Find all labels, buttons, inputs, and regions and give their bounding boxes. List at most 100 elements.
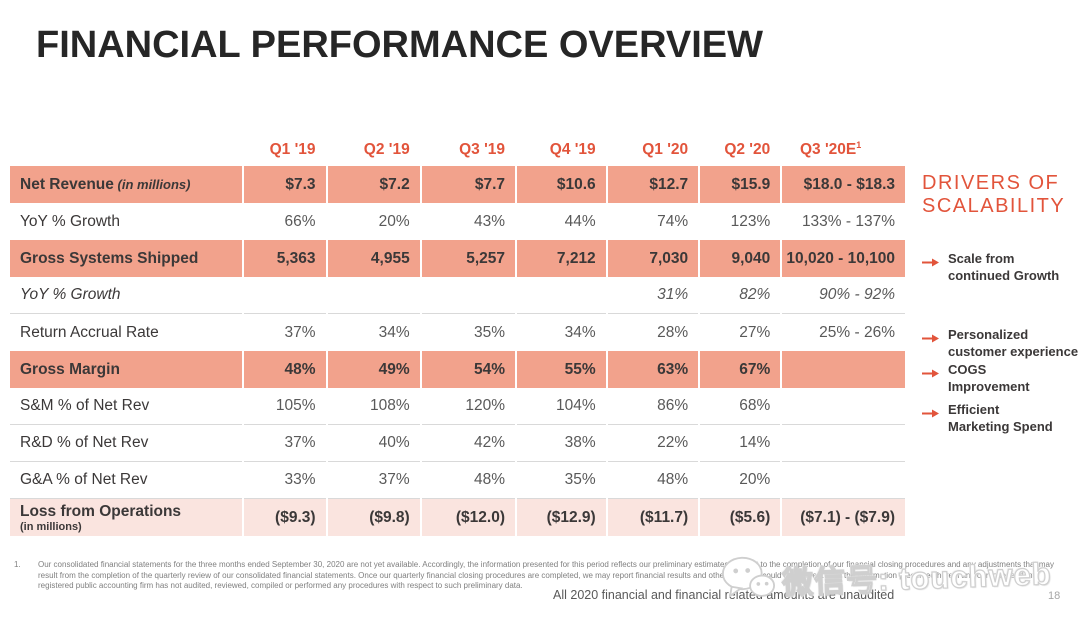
driver-item: COGS Improvement [922, 362, 1080, 395]
cell-value: 9,040 [700, 240, 781, 277]
row-label: Net Revenue (in millions) [10, 166, 242, 203]
row-label: R&D % of Net Rev [10, 425, 242, 462]
driver-item-line: Marketing Spend [948, 418, 1053, 434]
cell-value: 74% [657, 212, 689, 230]
driver-item-line: Efficient [948, 402, 1000, 417]
cell-value: 5,257 [421, 240, 516, 277]
table-row: Return Accrual Rate 37% 34% 35% 34% 28% 27% 25%… [10, 314, 905, 351]
cell-value: 67% [700, 351, 781, 388]
cell-value [243, 277, 326, 314]
cell-value: ($12.9) [517, 499, 606, 536]
cell-value: $15.9 [700, 166, 781, 203]
row-label: Gross Margin [10, 351, 242, 388]
cell-value: 90% - 92% [782, 277, 905, 314]
cell-value [517, 277, 606, 314]
column-header: Q2 '19 [363, 141, 410, 158]
row-label: YoY % Growth [20, 212, 120, 230]
cell-value: ($12.0) [421, 499, 516, 536]
row-label: YoY % Growth [10, 277, 242, 314]
column-header: Q2 '20 [724, 141, 771, 158]
cell-value: ($7.1) - ($7.9) [782, 499, 905, 536]
table-row: YoY % Growth 66% 20% 43% 44% 74% 123% 133% - 13… [10, 203, 905, 240]
cell-value: 105% [243, 388, 326, 425]
cell-value: 37% [284, 323, 316, 341]
cell-value: ($9.8) [327, 499, 420, 536]
cell-value: 27% [739, 323, 771, 341]
cell-value: 42% [421, 425, 516, 462]
table-header: Q1 '19 Q2 '19 Q3 '19 Q4 '19 Q1 '20 Q2 '20 Q3 '… [10, 136, 905, 166]
column-header: Q3 '20E1 [799, 139, 862, 158]
driver-item-line: continued Growth [948, 267, 1060, 283]
arrow-right-icon [922, 366, 940, 383]
cell-value: 40% [327, 425, 420, 462]
arrow-right-icon [922, 406, 940, 423]
driver-item-line: COGS [948, 362, 987, 377]
cell-value: 7,212 [517, 240, 606, 277]
driver-item-line: Personalized [948, 327, 1029, 342]
row-label-note: (in millions) [20, 520, 82, 533]
cell-value: 20% [378, 212, 410, 230]
cell-value: 68% [700, 388, 781, 425]
footnote-marker: 1. [14, 560, 21, 569]
column-header: Q1 '19 [269, 141, 316, 158]
cell-value [327, 277, 420, 314]
row-label: Loss from Operations (in millions) [10, 499, 242, 536]
drivers-panel: DRIVERS OF SCALABILITY Scale from continu… [922, 172, 1080, 435]
row-label: S&M % of Net Rev [10, 388, 242, 425]
driver-item-line: Scale from [948, 251, 1015, 266]
cell-value: 55% [517, 351, 606, 388]
cell-value: 104% [517, 388, 606, 425]
cell-value [782, 425, 905, 462]
cell-value: 20% [700, 462, 781, 499]
cell-value: 44% [564, 212, 596, 230]
arrow-right-icon [922, 331, 940, 348]
cell-value: 33% [243, 462, 326, 499]
cell-value: ($11.7) [607, 499, 699, 536]
cell-value: 43% [473, 212, 506, 230]
cell-value: 7,030 [607, 240, 699, 277]
cell-value: 63% [607, 351, 699, 388]
cell-value: 37% [327, 462, 420, 499]
cell-value: 34% [564, 323, 596, 341]
cell-value: 123% [730, 212, 771, 230]
driver-item: Personalized customer experience [922, 327, 1080, 360]
cell-value: 31% [607, 277, 699, 314]
cell-value: 48% [607, 462, 699, 499]
cell-value: 28% [657, 323, 689, 341]
row-label-note: (in millions) [113, 176, 191, 192]
corner-cell [10, 136, 242, 166]
page-title: FINANCIAL PERFORMANCE OVERVIEW [36, 24, 763, 66]
cell-value: 86% [607, 388, 699, 425]
driver-item: Scale from continued Growth [922, 251, 1080, 284]
page-number: 18 [1048, 590, 1061, 602]
row-label: Gross Systems Shipped [10, 240, 242, 277]
cell-value: $10.6 [517, 166, 606, 203]
column-header: Q4 '19 [549, 141, 596, 158]
cell-value: 37% [243, 425, 326, 462]
cell-value: ($9.3) [243, 499, 326, 536]
footnote: 1. Our consolidated financial statements… [14, 560, 1062, 592]
cell-value: 108% [327, 388, 420, 425]
table-row: YoY % Growth 31% 82% 90% - 92% [10, 277, 905, 314]
drivers-list: Scale from continued Growth Personalized cu… [922, 251, 1080, 435]
cell-value: $12.7 [607, 166, 699, 203]
cell-value: $18.0 - $18.3 [782, 166, 905, 203]
cell-value: 34% [378, 323, 410, 341]
cell-value: 82% [700, 277, 781, 314]
cell-value [782, 388, 905, 425]
cell-value: 66% [284, 212, 316, 230]
cell-value: 35% [473, 323, 506, 341]
cell-value: 22% [607, 425, 699, 462]
cell-value [782, 462, 905, 499]
table-row: Loss from Operations (in millions) ($9.3)(… [10, 499, 905, 536]
driver-item-line: Improvement [948, 378, 1030, 394]
unaudited-note: All 2020 financial and financial related… [553, 588, 895, 602]
arrow-right-icon [922, 255, 940, 272]
cell-value: 48% [421, 462, 516, 499]
cell-value [782, 351, 905, 388]
table-row: R&D % of Net Rev 37% 40% 42% 38% 22% 14% [10, 425, 905, 462]
cell-value: ($5.6) [700, 499, 781, 536]
cell-value: 35% [517, 462, 606, 499]
drivers-heading-line1: DRIVERS OF [922, 172, 1060, 194]
driver-item: Efficient Marketing Spend [922, 402, 1080, 435]
